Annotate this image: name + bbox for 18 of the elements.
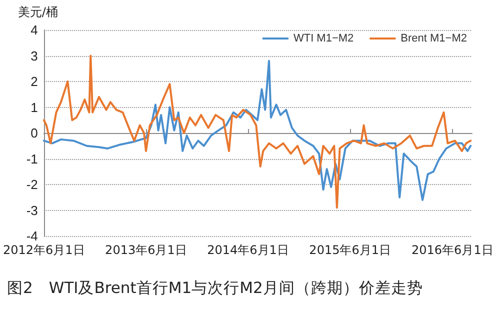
y-tick-label: 1: [30, 100, 38, 115]
y-tick-label: 2: [30, 74, 38, 89]
y-tick-label: -3: [26, 202, 38, 218]
y-axis-title: 美元/桶: [18, 5, 58, 19]
x-tick-label: 2012年6月1日: [3, 243, 85, 257]
x-tick-label: 2016年6月1日: [412, 243, 494, 257]
legend-label: Brent M1−M2: [400, 32, 468, 44]
y-tick-label: -2: [26, 177, 38, 192]
y-tick-label: 0: [30, 126, 38, 140]
x-tick-label: 2015年6月1日: [309, 243, 391, 257]
y-tick-label: -4: [26, 228, 38, 244]
text: 图2 WTI及Brent首行M1与次行M2月间（跨期）价差走势: [7, 279, 423, 297]
x-tick-label: 2013年6月1日: [105, 243, 187, 257]
y-tick-label: 3: [30, 48, 38, 64]
y-tick-label: -1: [26, 151, 38, 166]
x-tick-label: 2014年6月1日: [207, 243, 289, 257]
legend-label: WTI M1−M2: [293, 32, 354, 44]
y-tick-label: 4: [30, 22, 38, 38]
